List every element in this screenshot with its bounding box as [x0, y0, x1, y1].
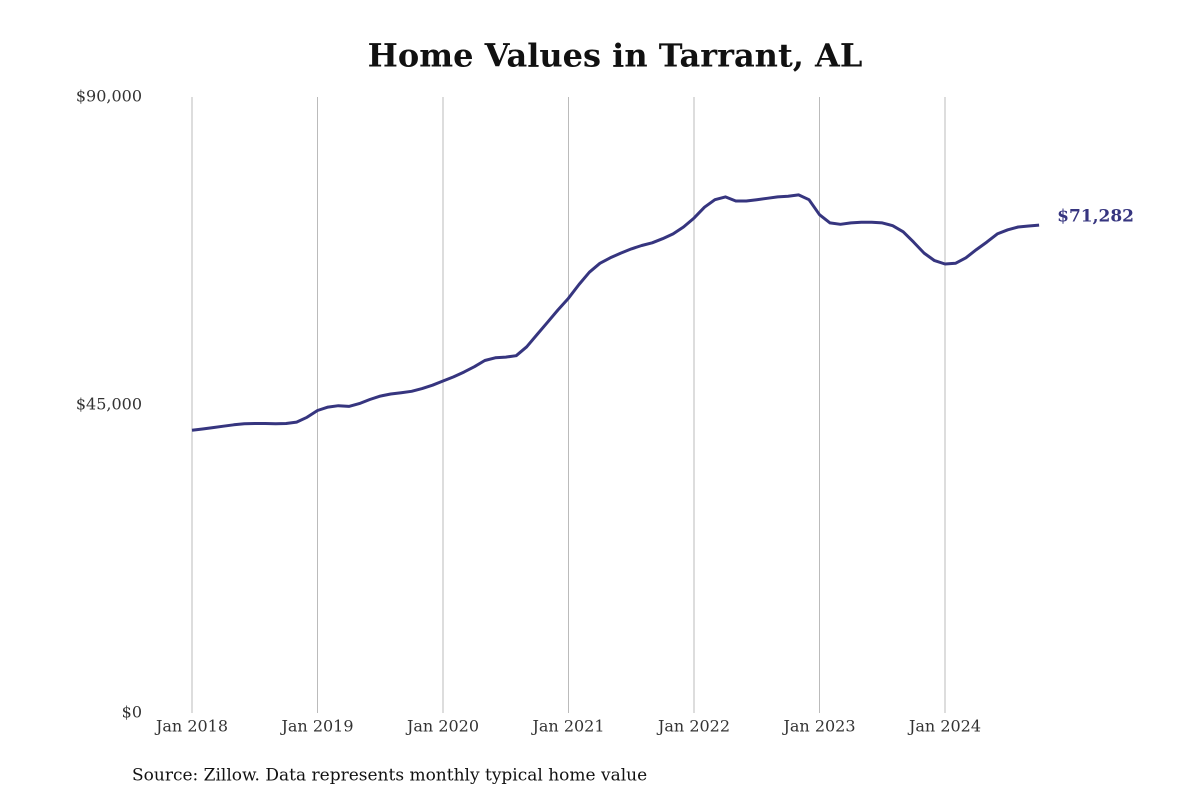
- y-tick-label: $0: [122, 703, 142, 722]
- x-tick-label: Jan 2024: [907, 717, 981, 736]
- x-tick-label: Jan 2021: [530, 717, 604, 736]
- y-tick-label: $45,000: [76, 395, 142, 414]
- y-tick-label: $90,000: [76, 87, 142, 106]
- line: [191, 193, 1040, 432]
- x-tick-label: Jan 2022: [656, 717, 730, 736]
- x-tick-label: Jan 2020: [405, 717, 479, 736]
- x-tick-label: Jan 2018: [154, 717, 228, 736]
- x-tick-label: Jan 2019: [279, 717, 353, 736]
- chart-title: Home Values in Tarrant, AL: [368, 37, 863, 75]
- value-label: $71,282: [1057, 207, 1134, 227]
- x-tick-label: Jan 2023: [781, 717, 855, 736]
- source-note: Source: Zillow. Data represents monthly …: [132, 766, 647, 786]
